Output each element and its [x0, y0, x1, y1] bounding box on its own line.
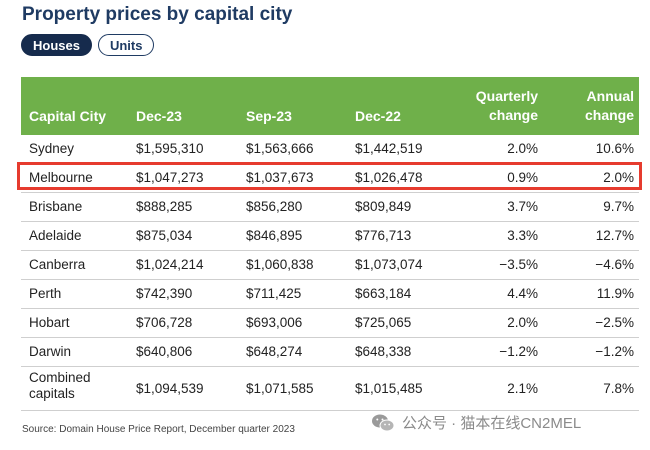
source-note: Source: Domain House Price Report, Decem…: [22, 424, 295, 435]
table-row-brisbane: Brisbane $888,285 $856,280 $809,849 3.7%…: [21, 193, 639, 222]
cell-city: Hobart: [29, 315, 70, 330]
cell-quarterly-change: −1.2%: [499, 344, 538, 359]
header-dec-22: Dec-22: [355, 108, 401, 124]
cell-dec-22: $1,015,485: [355, 381, 423, 396]
cell-dec-23: $742,390: [136, 286, 193, 301]
header-sep-23: Sep-23: [246, 108, 292, 124]
cell-annual-change: 11.9%: [596, 286, 634, 301]
table-row-adelaide: Adelaide $875,034 $846,895 $776,713 3.3%…: [21, 222, 639, 251]
cell-city: Melbourne: [29, 170, 93, 185]
table-row-combined-capitals: Combined capitals $1,094,539 $1,071,585 …: [21, 367, 639, 411]
houses-toggle-button[interactable]: Houses: [21, 34, 92, 56]
cell-sep-23: $1,071,585: [246, 381, 314, 396]
cell-sep-23: $856,280: [246, 199, 303, 214]
cell-annual-change: 10.6%: [595, 141, 634, 156]
property-type-toggle: Houses Units: [21, 34, 155, 56]
cell-city: Darwin: [29, 344, 72, 359]
header-quarterly-change: Quarterly change: [476, 87, 538, 125]
cell-dec-23: $1,024,214: [136, 257, 204, 272]
table-header: Capital City Dec-23 Sep-23 Dec-22 Quarte…: [21, 77, 639, 135]
cell-sep-23: $1,060,838: [246, 257, 314, 272]
header-annual-line2: change: [584, 107, 634, 123]
wechat-icon: [372, 414, 395, 431]
cell-sep-23: $846,895: [246, 228, 303, 243]
cell-city: Combined capitals: [29, 370, 91, 401]
cell-quarterly-change: 2.0%: [507, 141, 538, 156]
cell-sep-23: $1,037,673: [246, 170, 314, 185]
cell-quarterly-change: 4.4%: [507, 286, 538, 301]
table-row-melbourne: Melbourne $1,047,273 $1,037,673 $1,026,4…: [21, 164, 639, 193]
cell-dec-23: $888,285: [136, 199, 193, 214]
units-toggle-button[interactable]: Units: [97, 34, 155, 56]
cell-annual-change: 12.7%: [595, 228, 634, 243]
cell-quarterly-change: 2.1%: [507, 381, 538, 396]
header-quarterly-line1: Quarterly: [475, 88, 538, 104]
header-annual-change: Annual change: [585, 87, 634, 125]
table-row-hobart: Hobart $706,728 $693,006 $725,065 2.0% −…: [21, 309, 639, 338]
cell-dec-22: $663,184: [355, 286, 412, 301]
cell-dec-22: $1,026,478: [355, 170, 423, 185]
cell-annual-change: 7.8%: [603, 381, 634, 396]
header-annual-line1: Annual: [586, 88, 634, 104]
header-capital-city: Capital City: [29, 108, 107, 124]
header-dec-23: Dec-23: [136, 108, 182, 124]
header-quarterly-line2: change: [488, 107, 538, 123]
cell-annual-change: −4.6%: [595, 257, 634, 272]
table-row-sydney: Sydney $1,595,310 $1,563,666 $1,442,519 …: [21, 135, 639, 164]
cell-quarterly-change: 3.3%: [507, 228, 538, 243]
cell-sep-23: $1,563,666: [246, 141, 314, 156]
cell-dec-22: $725,065: [355, 315, 412, 330]
cell-dec-23: $706,728: [136, 315, 193, 330]
cell-dec-22: $1,073,074: [355, 257, 423, 272]
prices-table: Capital City Dec-23 Sep-23 Dec-22 Quarte…: [21, 77, 639, 411]
cell-city: Canberra: [29, 257, 86, 272]
cell-city: Brisbane: [29, 199, 83, 214]
cell-annual-change: 2.0%: [603, 170, 634, 185]
cell-quarterly-change: 0.9%: [507, 170, 538, 185]
cell-annual-change: −1.2%: [595, 344, 634, 359]
table-row-darwin: Darwin $640,806 $648,274 $648,338 −1.2% …: [21, 338, 639, 367]
cell-quarterly-change: 3.7%: [507, 199, 538, 214]
cell-dec-23: $1,595,310: [136, 141, 204, 156]
cell-dec-22: $809,849: [355, 199, 412, 214]
watermark: 公众号 · 猫本在线CN2MEL: [371, 412, 581, 433]
cell-dec-23: $1,047,273: [136, 170, 204, 185]
cell-dec-22: $1,442,519: [355, 141, 423, 156]
cell-dec-23: $640,806: [136, 344, 193, 359]
watermark-text: 公众号 · 猫本在线CN2MEL: [402, 415, 582, 432]
cell-city: Sydney: [29, 141, 75, 156]
cell-dec-22: $648,338: [355, 344, 412, 359]
cell-dec-22: $776,713: [355, 228, 412, 243]
table-row-perth: Perth $742,390 $711,425 $663,184 4.4% 11…: [21, 280, 639, 309]
page-title: Property prices by capital city: [22, 4, 293, 25]
cell-annual-change: −2.5%: [595, 315, 634, 330]
cell-annual-change: 9.7%: [603, 199, 634, 214]
cell-quarterly-change: 2.0%: [507, 315, 538, 330]
cell-sep-23: $711,425: [246, 286, 302, 301]
cell-city: Perth: [29, 286, 62, 301]
cell-city: Adelaide: [29, 228, 82, 243]
cell-dec-23: $875,034: [136, 228, 193, 243]
cell-dec-23: $1,094,539: [136, 381, 204, 396]
cell-quarterly-change: −3.5%: [499, 257, 538, 272]
table-row-canberra: Canberra $1,024,214 $1,060,838 $1,073,07…: [21, 251, 639, 280]
cell-sep-23: $693,006: [246, 315, 303, 330]
cell-sep-23: $648,274: [246, 344, 303, 359]
